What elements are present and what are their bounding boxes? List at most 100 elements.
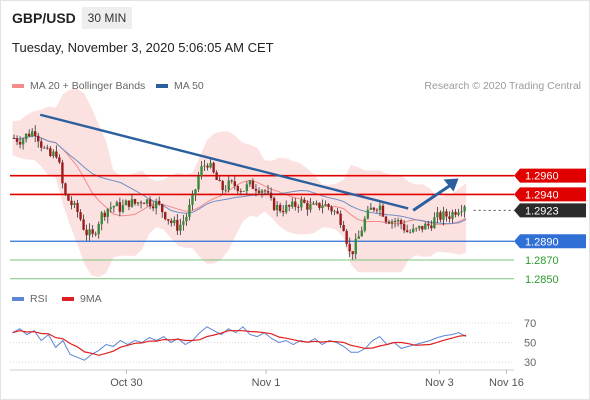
candle-body bbox=[463, 206, 466, 212]
candle-body bbox=[43, 147, 46, 149]
candle-body bbox=[312, 203, 315, 205]
candle-body bbox=[436, 212, 439, 218]
candle-body bbox=[424, 223, 427, 230]
candle-body bbox=[151, 206, 155, 209]
ma20-label: MA 20 + Bollinger Bands bbox=[30, 80, 146, 92]
candle-body bbox=[369, 207, 373, 210]
candle-body bbox=[260, 190, 264, 193]
candle-body bbox=[157, 200, 161, 205]
candle-body bbox=[212, 162, 215, 173]
trendline bbox=[39, 113, 409, 210]
candle-body bbox=[345, 230, 348, 244]
9ma-swatch bbox=[62, 297, 74, 302]
candle-body bbox=[457, 212, 460, 215]
candle-body bbox=[254, 188, 258, 191]
candle-body bbox=[52, 151, 55, 157]
candle-body bbox=[233, 181, 236, 186]
rsi-label: RSI bbox=[30, 293, 48, 305]
candle-body bbox=[121, 205, 125, 212]
ma50-label: MA 50 bbox=[174, 80, 204, 92]
candle-body bbox=[330, 206, 333, 212]
candle-body bbox=[306, 202, 309, 210]
candle-body bbox=[161, 204, 164, 213]
candle-body bbox=[281, 210, 285, 213]
timeframe-badge[interactable]: 30 MIN bbox=[82, 7, 132, 29]
candle-body bbox=[294, 201, 297, 207]
candle-body bbox=[339, 213, 342, 225]
trendline-layer bbox=[39, 113, 459, 212]
candle-body bbox=[300, 199, 303, 208]
candle-body bbox=[12, 138, 16, 139]
candle-body bbox=[127, 200, 131, 207]
level-tag-1-2940 bbox=[514, 187, 586, 202]
candle-body bbox=[221, 181, 224, 191]
candle-body bbox=[272, 197, 276, 211]
candle-body bbox=[351, 251, 354, 255]
candle-body bbox=[408, 231, 412, 233]
level-tag-1-2923 bbox=[514, 203, 586, 218]
candle-body bbox=[230, 180, 233, 182]
candle-body bbox=[390, 221, 394, 224]
candle-body bbox=[297, 206, 300, 208]
candle-body bbox=[97, 224, 100, 235]
candle-body bbox=[118, 202, 122, 212]
candle-body bbox=[451, 211, 454, 219]
candle-body bbox=[79, 212, 82, 220]
candle-body bbox=[448, 216, 451, 219]
candle-body bbox=[245, 184, 249, 191]
candle-body bbox=[378, 205, 382, 210]
ma50-swatch bbox=[156, 84, 168, 89]
level-label-1-2870: 1.2870 bbox=[525, 255, 559, 267]
candle-body bbox=[460, 211, 463, 213]
candle-body bbox=[34, 131, 37, 136]
rsi-tick-30: 30 bbox=[524, 357, 536, 369]
candle-body bbox=[224, 189, 227, 191]
candle-body bbox=[396, 220, 400, 222]
candle-body bbox=[188, 204, 191, 217]
candle-body bbox=[15, 138, 19, 142]
legend-ma50: MA 50 bbox=[156, 80, 204, 92]
candle-body bbox=[248, 180, 252, 185]
candle-body bbox=[191, 194, 194, 205]
candle-body bbox=[61, 162, 64, 184]
candle-body bbox=[173, 219, 176, 224]
candle-body bbox=[360, 230, 363, 237]
candle-body bbox=[167, 219, 170, 221]
candle-body bbox=[206, 165, 209, 168]
candle-body bbox=[393, 221, 397, 223]
candle-body bbox=[200, 166, 203, 177]
candle-body bbox=[182, 221, 185, 225]
candle-body bbox=[415, 228, 418, 230]
rsi-swatch bbox=[12, 297, 24, 302]
x-axis: Oct 30 Nov 1 Nov 3 Nov 16 bbox=[10, 369, 524, 389]
candle-body bbox=[327, 204, 330, 207]
9ma-label: 9MA bbox=[80, 293, 102, 305]
candle-body bbox=[85, 229, 88, 236]
candle-body bbox=[103, 212, 106, 217]
candle-body bbox=[318, 202, 321, 209]
candle-body bbox=[106, 208, 109, 217]
candle-body bbox=[372, 207, 376, 210]
candle-body bbox=[399, 220, 403, 225]
candle-body bbox=[266, 191, 270, 193]
candle-body bbox=[133, 199, 137, 204]
candle-body bbox=[309, 204, 312, 210]
datetime-label: Tuesday, November 3, 2020 5:06:05 AM CET bbox=[12, 40, 274, 55]
candle-body bbox=[421, 225, 424, 230]
candle-body bbox=[82, 219, 85, 230]
level-tag-1-2960 bbox=[514, 168, 586, 183]
candle-body bbox=[336, 211, 339, 214]
candle-body bbox=[303, 199, 306, 203]
candle-body bbox=[227, 180, 230, 190]
candle-body bbox=[427, 223, 430, 226]
candle-body bbox=[384, 216, 388, 222]
candle-body bbox=[209, 162, 212, 168]
x-label-1: Nov 1 bbox=[252, 377, 281, 389]
moving-average-layer bbox=[12, 135, 467, 225]
legend-rsi: RSI bbox=[12, 293, 48, 305]
candle-body bbox=[348, 243, 351, 252]
candle-body bbox=[91, 229, 94, 234]
candle-body bbox=[73, 202, 76, 206]
candle-body bbox=[236, 185, 240, 192]
candle-body bbox=[381, 205, 385, 217]
